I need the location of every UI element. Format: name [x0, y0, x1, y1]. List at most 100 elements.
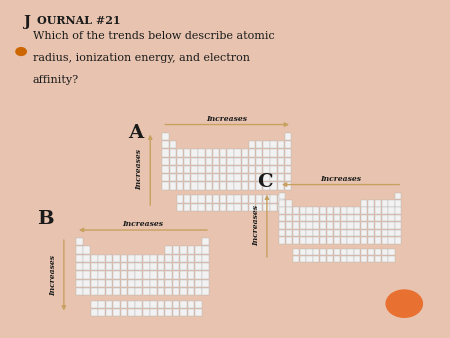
Bar: [242, 149, 248, 156]
Bar: [206, 166, 212, 173]
Bar: [285, 133, 291, 140]
Bar: [184, 166, 190, 173]
Bar: [180, 246, 187, 254]
Bar: [227, 149, 234, 156]
Bar: [121, 271, 127, 279]
Bar: [285, 174, 291, 182]
Bar: [121, 288, 127, 295]
Bar: [128, 255, 135, 262]
Bar: [113, 288, 120, 295]
Bar: [188, 271, 194, 279]
Bar: [292, 215, 299, 221]
Bar: [327, 248, 333, 255]
Bar: [227, 174, 234, 182]
Bar: [76, 238, 83, 245]
Bar: [191, 183, 198, 190]
Bar: [206, 158, 212, 165]
Bar: [158, 255, 165, 262]
Bar: [354, 237, 360, 243]
Bar: [249, 174, 255, 182]
Bar: [128, 288, 135, 295]
Text: Increases: Increases: [122, 220, 163, 228]
Bar: [256, 174, 262, 182]
Bar: [354, 222, 360, 229]
Bar: [242, 166, 248, 173]
Bar: [180, 301, 187, 308]
Bar: [202, 288, 209, 295]
Bar: [158, 263, 165, 270]
Bar: [285, 183, 291, 190]
Bar: [320, 230, 326, 236]
Bar: [327, 230, 333, 236]
Bar: [334, 237, 340, 243]
Bar: [306, 208, 312, 214]
Bar: [128, 271, 135, 279]
Bar: [195, 271, 202, 279]
Bar: [162, 166, 169, 173]
Bar: [158, 309, 165, 316]
Bar: [135, 280, 142, 287]
Bar: [388, 230, 395, 236]
Bar: [191, 158, 198, 165]
Bar: [91, 301, 98, 308]
Bar: [270, 166, 277, 173]
Bar: [150, 255, 157, 262]
Bar: [128, 301, 135, 308]
Bar: [83, 280, 90, 287]
Bar: [150, 280, 157, 287]
Bar: [375, 248, 381, 255]
Bar: [198, 158, 205, 165]
Text: OURNAL #21: OURNAL #21: [37, 15, 121, 26]
Bar: [354, 230, 360, 236]
Bar: [368, 256, 374, 262]
Bar: [83, 271, 90, 279]
Bar: [98, 263, 105, 270]
Bar: [388, 208, 395, 214]
Bar: [220, 183, 226, 190]
Bar: [347, 237, 354, 243]
Text: A: A: [128, 124, 143, 142]
Bar: [306, 230, 312, 236]
Bar: [285, 166, 291, 173]
Bar: [375, 215, 381, 221]
Bar: [106, 255, 112, 262]
Bar: [184, 195, 190, 202]
Bar: [91, 280, 98, 287]
Bar: [361, 215, 367, 221]
Bar: [143, 280, 149, 287]
Bar: [220, 203, 226, 211]
Bar: [234, 174, 241, 182]
Bar: [285, 158, 291, 165]
Bar: [292, 237, 299, 243]
Bar: [256, 195, 262, 202]
Bar: [234, 195, 241, 202]
Bar: [286, 230, 292, 236]
Bar: [249, 158, 255, 165]
Bar: [249, 195, 255, 202]
Bar: [242, 158, 248, 165]
Bar: [135, 255, 142, 262]
Bar: [177, 195, 183, 202]
Bar: [106, 288, 112, 295]
Bar: [98, 301, 105, 308]
Bar: [256, 203, 262, 211]
Bar: [270, 158, 277, 165]
Bar: [150, 309, 157, 316]
Bar: [83, 288, 90, 295]
Bar: [195, 255, 202, 262]
Bar: [388, 248, 395, 255]
Bar: [213, 174, 219, 182]
Bar: [76, 246, 83, 254]
Bar: [165, 280, 172, 287]
Bar: [361, 256, 367, 262]
Bar: [158, 301, 165, 308]
Bar: [106, 263, 112, 270]
Bar: [158, 288, 165, 295]
Bar: [341, 237, 346, 243]
Bar: [135, 271, 142, 279]
Bar: [165, 255, 172, 262]
Bar: [98, 309, 105, 316]
Bar: [170, 166, 176, 173]
Bar: [227, 166, 234, 173]
Bar: [256, 149, 262, 156]
